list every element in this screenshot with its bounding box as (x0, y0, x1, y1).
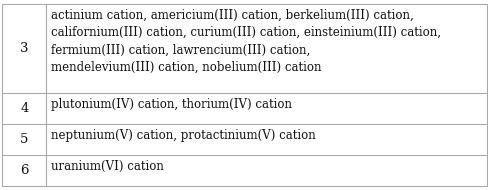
Text: 6: 6 (20, 164, 29, 177)
Text: 5: 5 (20, 133, 29, 146)
Text: actinium cation, americium(III) cation, berkelium(III) cation,
californium(III) : actinium cation, americium(III) cation, … (51, 9, 441, 74)
Text: neptunium(V) cation, protactinium(V) cation: neptunium(V) cation, protactinium(V) cat… (51, 129, 315, 142)
Text: 3: 3 (20, 42, 29, 55)
Text: 4: 4 (20, 102, 29, 115)
Text: uranium(VI) cation: uranium(VI) cation (51, 160, 164, 173)
Text: plutonium(IV) cation, thorium(IV) cation: plutonium(IV) cation, thorium(IV) cation (51, 98, 292, 111)
